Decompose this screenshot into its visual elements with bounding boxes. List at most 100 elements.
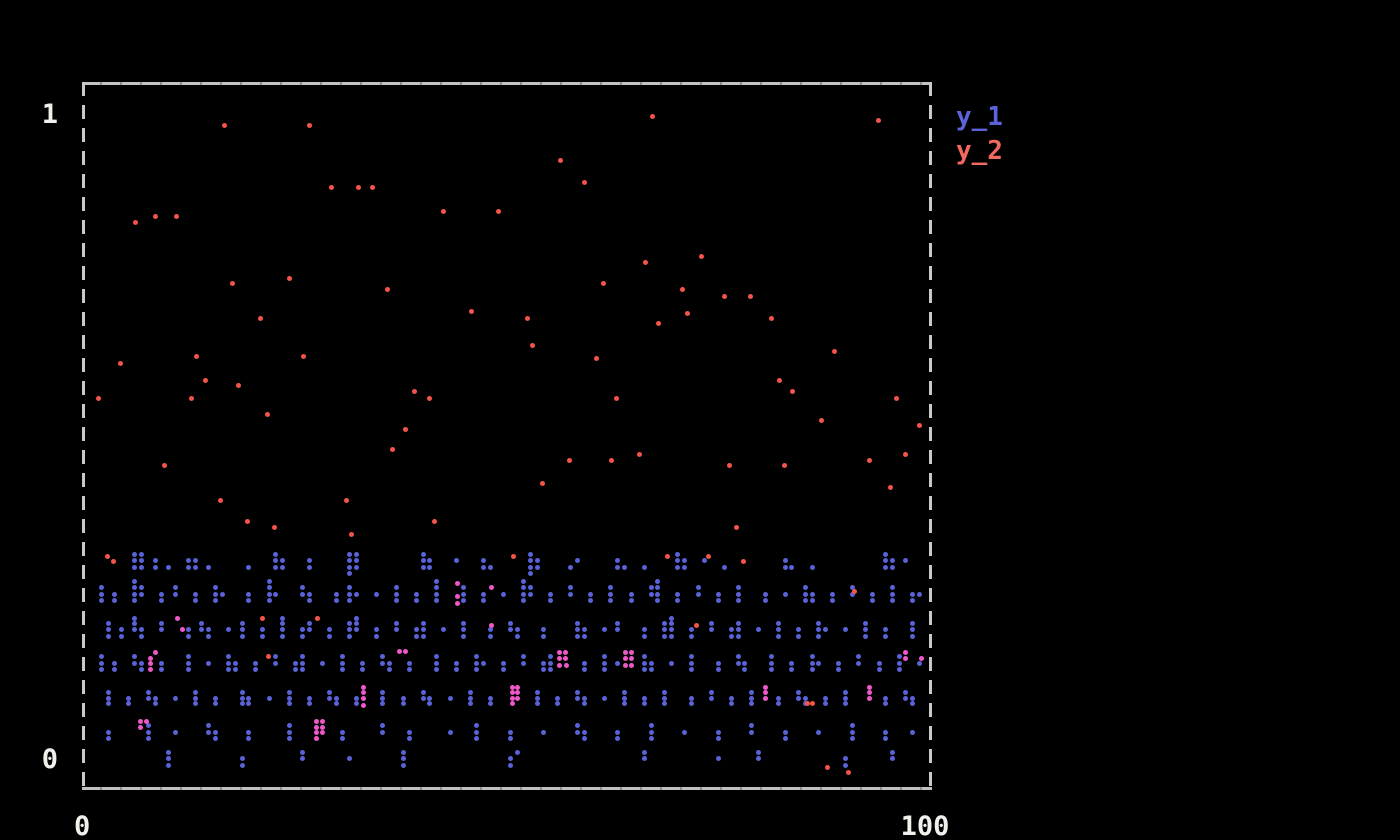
scatter-dot-y_1: [883, 564, 889, 570]
scatter-dot-y_1: [246, 735, 252, 741]
scatter-dot-y_2: [693, 622, 699, 628]
scatter-dot-y_1: [776, 621, 781, 627]
scatter-dot-y_1: [380, 701, 386, 707]
scatter-dot-y_1: [749, 701, 755, 707]
scatter-dot-overlap: [397, 649, 403, 655]
scatter-dot-y_1: [434, 660, 440, 666]
scatter-dot-y_1: [655, 585, 661, 591]
scatter-dot-y_1: [152, 695, 158, 701]
scatter-dot-y_1: [776, 627, 781, 633]
scatter-dot-y_1: [132, 552, 138, 558]
scatter-dot-y_1: [883, 627, 889, 633]
scatter-dot-y_1: [239, 695, 245, 701]
scatter-dot-y_1: [708, 627, 714, 633]
scatter-dot-y_1: [112, 666, 118, 672]
scatter-dot-y_1: [574, 729, 580, 735]
scatter-dot-y_2: [894, 395, 900, 401]
scatter-dot-y_1: [521, 597, 527, 603]
scatter-dot-y_1: [641, 633, 647, 639]
scatter-dot-y_2: [469, 309, 475, 315]
scatter-dot-y_1: [527, 552, 533, 558]
scatter-dot-y_2: [866, 457, 872, 463]
scatter-dot-y_1: [474, 735, 480, 741]
scatter-dot-y_1: [910, 621, 916, 627]
scatter-dot-y_1: [641, 756, 647, 762]
scatter-dot-y_1: [393, 621, 399, 627]
scatter-dot-y_1: [809, 564, 815, 570]
scatter-dot-y_2: [432, 519, 438, 525]
scatter-dot-y_1: [648, 585, 654, 591]
scatter-dot-y_1: [159, 591, 165, 597]
scatter-dot-y_1: [548, 654, 554, 660]
scatter-dot-y_1: [393, 591, 399, 597]
scatter-dot-y_1: [668, 621, 674, 627]
scatter-dot-y_2: [194, 354, 200, 360]
scatter-dot-y_1: [715, 666, 721, 672]
scatter-dot-y_1: [98, 591, 104, 597]
scatter-dot-y_2: [776, 377, 782, 383]
scatter-dot-y_1: [413, 597, 419, 603]
scatter-dot-y_1: [776, 701, 781, 707]
scatter-dot-y_1: [843, 695, 849, 701]
scatter-dot-y_1: [132, 558, 138, 564]
scatter-dot-y_1: [782, 729, 788, 735]
scatter-dot-y_1: [273, 591, 279, 597]
scatter-dot-y_1: [507, 621, 513, 627]
scatter-dot-y_1: [232, 660, 238, 666]
scatter-dot-y_1: [353, 701, 359, 707]
scatter-dot-y_2: [259, 615, 265, 621]
scatter-dot-y_1: [662, 695, 668, 701]
scatter-dot-y_1: [206, 627, 212, 633]
scatter-dot-y_2: [636, 451, 642, 457]
scatter-dot-y_1: [883, 633, 889, 639]
scatter-dot-y_2: [916, 423, 922, 429]
scatter-dot-y_1: [729, 633, 735, 639]
scatter-dot-y_1: [333, 597, 339, 603]
scatter-dot-y_1: [883, 695, 889, 701]
scatter-dot-y_1: [735, 627, 741, 633]
scatter-dot-overlap: [515, 696, 521, 702]
scatter-dot-y_1: [574, 695, 580, 701]
scatter-dot-y_1: [139, 666, 145, 672]
scatter-dot-y_1: [212, 591, 218, 597]
scatter-dot-y_1: [333, 591, 339, 597]
scatter-dot-y_1: [534, 695, 540, 701]
scatter-dot-y_1: [608, 597, 614, 603]
scatter-dot-y_1: [346, 621, 352, 627]
scatter-dot-y_1: [796, 627, 802, 633]
scatter-dot-y_1: [286, 695, 292, 701]
scatter-dot-y_1: [407, 666, 413, 672]
scatter-dot-y_1: [735, 633, 741, 639]
scatter-dot-y_1: [165, 564, 171, 570]
scatter-dot-y_1: [98, 660, 104, 666]
scatter-dot-y_1: [300, 627, 306, 633]
scatter-dot-y_1: [226, 627, 232, 633]
scatter-dot-y_1: [407, 735, 413, 741]
scatter-dot-y_1: [427, 558, 433, 564]
scatter-dot-y_1: [353, 627, 359, 633]
scatter-dot-y_1: [380, 723, 386, 729]
scatter-dot-overlap: [314, 718, 320, 724]
scatter-dot-y_2: [258, 315, 264, 321]
scatter-dot-y_1: [755, 750, 761, 756]
scatter-dot-y_1: [695, 585, 701, 591]
scatter-dot-y_1: [346, 633, 352, 639]
scatter-dot-y_1: [534, 558, 540, 564]
scatter-dot-y_1: [742, 660, 748, 666]
scatter-dot-y_2: [581, 179, 587, 185]
scatter-dot-y_1: [715, 591, 721, 597]
scatter-dot-y_1: [273, 552, 279, 558]
scatter-dot-y_1: [621, 564, 627, 570]
scatter-dot-y_1: [688, 695, 694, 701]
scatter-dot-y_1: [514, 633, 520, 639]
scatter-dot-y_2: [726, 463, 732, 469]
scatter-dot-y_1: [413, 627, 419, 633]
scatter-dot-y_1: [708, 689, 714, 695]
scatter-dot-y_2: [440, 208, 446, 214]
scatter-dot-y_1: [186, 654, 192, 660]
scatter-dot-y_1: [474, 666, 480, 672]
scatter-dot-y_1: [159, 627, 165, 633]
scatter-dot-y_1: [353, 558, 359, 564]
scatter-dot-y_1: [889, 756, 895, 762]
scatter-dot-y_1: [735, 654, 741, 660]
